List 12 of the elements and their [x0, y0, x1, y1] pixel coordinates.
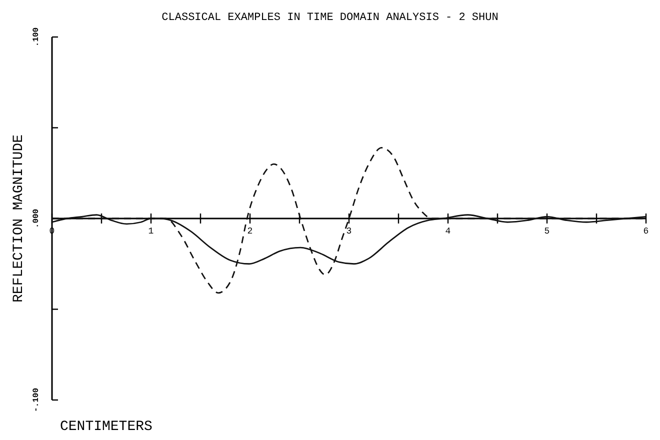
x-tick-label: 2 [247, 226, 253, 236]
x-tick-label: 5 [544, 226, 550, 236]
y-tick-label: .000 [32, 208, 41, 228]
y-axis-title: REFLECTION MAGNITUDE [11, 134, 27, 303]
chart-title: CLASSICAL EXAMPLES IN TIME DOMAIN ANALYSIS - 2 SHUN [162, 12, 498, 24]
x-tick-label: 1 [148, 226, 154, 236]
x-tick-label: 4 [445, 226, 451, 236]
x-tick-label: 6 [643, 226, 649, 236]
y-tick-label: -.100 [32, 388, 41, 412]
x-tick-label: 3 [346, 226, 352, 236]
x-axis-title: CENTIMETERS [60, 419, 152, 435]
y-tick-label: .100 [32, 27, 41, 47]
